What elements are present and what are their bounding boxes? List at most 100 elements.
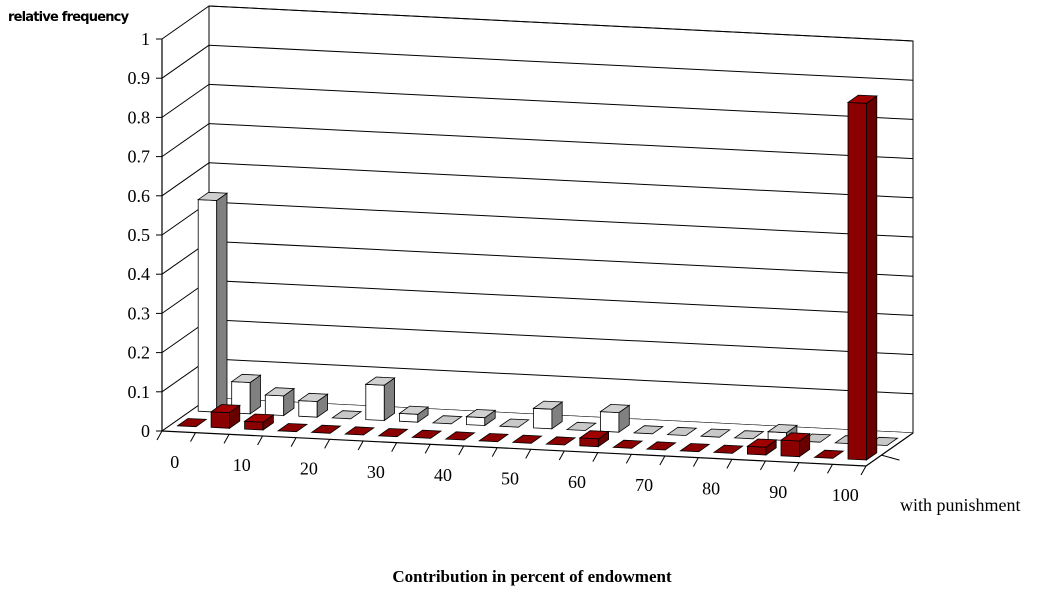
y-tick-label: 0.4 bbox=[128, 264, 151, 284]
y-tick-label: 0.6 bbox=[128, 186, 151, 206]
x-tick-mark bbox=[592, 452, 599, 462]
bar-top bbox=[779, 432, 811, 442]
bar-series2-15 bbox=[297, 392, 329, 418]
gridline-side bbox=[161, 123, 210, 158]
x-tick-mark bbox=[257, 435, 264, 446]
bar-punishment-35 bbox=[411, 429, 443, 439]
x-tick-mark bbox=[525, 449, 532, 459]
bar-base bbox=[478, 433, 510, 443]
bar-series2-40 bbox=[465, 409, 497, 427]
bar-series2-30 bbox=[398, 405, 430, 423]
bar-front bbox=[533, 407, 553, 430]
bar-base bbox=[645, 441, 677, 451]
bar-top bbox=[398, 405, 430, 415]
y-axis-ticks: 0 0.1 0.2 0.3 0.4 0.5 0.6 0.7 0.8 0.9 1 bbox=[128, 29, 162, 441]
gridline-back bbox=[208, 201, 914, 238]
y-tick-label: 0.7 bbox=[128, 147, 151, 167]
depth-tick bbox=[881, 454, 900, 461]
bar-base bbox=[511, 434, 543, 444]
x-tick-mark bbox=[324, 439, 331, 449]
bar-base bbox=[712, 444, 744, 454]
x-tick-mark bbox=[692, 457, 699, 467]
bar-front bbox=[365, 383, 385, 421]
bar-front bbox=[264, 394, 285, 416]
x-tick-mark bbox=[223, 434, 230, 444]
bar-base bbox=[276, 423, 309, 433]
bar-base bbox=[411, 429, 443, 439]
y-tick-label: 0.5 bbox=[128, 225, 151, 245]
x-tick-mark bbox=[190, 432, 196, 442]
depth-axis-line bbox=[865, 432, 914, 467]
y-tick-label: 0.1 bbox=[128, 382, 151, 402]
bar-series2-10 bbox=[264, 387, 296, 417]
bar-front bbox=[210, 411, 230, 429]
bar-base bbox=[176, 418, 208, 428]
bar-base bbox=[498, 418, 530, 428]
bar-punishment-75 bbox=[679, 443, 711, 453]
bar-top bbox=[599, 403, 631, 414]
bar-series2-65 bbox=[632, 425, 664, 435]
bar-top bbox=[209, 404, 241, 414]
bar-punishment-70 bbox=[645, 441, 677, 451]
x-tick-label: 80 bbox=[702, 479, 720, 499]
x-tick-mark bbox=[793, 462, 800, 472]
chart-walls bbox=[161, 5, 914, 434]
gridline-back bbox=[208, 162, 914, 199]
x-tick-mark bbox=[491, 447, 498, 457]
bar-base bbox=[545, 436, 577, 446]
bar-top bbox=[197, 191, 229, 201]
bar-punishment-5 bbox=[209, 404, 241, 430]
y-axis-title: relative frequency bbox=[8, 10, 129, 25]
bar-punishment-10 bbox=[243, 413, 275, 431]
x-tick-mark bbox=[357, 440, 364, 451]
bar-base bbox=[666, 426, 698, 436]
bar-top bbox=[297, 392, 329, 402]
x-tick-mark bbox=[659, 455, 666, 466]
bar-side bbox=[216, 192, 228, 413]
bar-series2-55 bbox=[565, 421, 597, 431]
x-tick-mark bbox=[391, 442, 398, 452]
gridline-side bbox=[161, 44, 210, 79]
x-tick-label: 30 bbox=[367, 462, 385, 482]
bar-series2-0 bbox=[197, 191, 229, 413]
bar-top bbox=[532, 400, 564, 410]
x-axis-line bbox=[161, 430, 867, 467]
x-tick-mark bbox=[860, 465, 867, 476]
bar-top bbox=[465, 409, 497, 419]
bar-base bbox=[813, 449, 845, 459]
y-tick-label: 0.3 bbox=[128, 303, 151, 323]
x-tick-label: 40 bbox=[434, 465, 452, 485]
bar-base bbox=[310, 424, 342, 434]
gridline-back bbox=[208, 44, 914, 81]
y-tick-label: 0.8 bbox=[128, 107, 151, 127]
bar-series2-80 bbox=[733, 430, 765, 440]
bar-series2-60 bbox=[599, 403, 631, 433]
bar-front bbox=[600, 411, 620, 433]
bar-front bbox=[398, 412, 419, 423]
bar-series2-75 bbox=[699, 428, 731, 438]
bar-base bbox=[444, 431, 476, 441]
x-tick-mark bbox=[759, 460, 766, 471]
bar-series2-20 bbox=[331, 410, 363, 420]
bar-base bbox=[565, 421, 597, 431]
x-tick-label: 90 bbox=[769, 482, 787, 502]
x-tick-mark bbox=[558, 450, 565, 461]
bar-top bbox=[264, 387, 296, 397]
gridline-back bbox=[208, 279, 914, 316]
gridline-back bbox=[208, 319, 914, 356]
bar-punishment-40 bbox=[444, 431, 476, 441]
bar-series2-45 bbox=[498, 418, 530, 428]
x-tick-mark bbox=[827, 464, 833, 474]
bar-base bbox=[377, 428, 409, 438]
bar-top bbox=[846, 94, 878, 104]
bar-front bbox=[747, 445, 767, 456]
x-tick-mark bbox=[424, 444, 431, 454]
x-tick-mark bbox=[290, 437, 297, 447]
bar-front bbox=[847, 101, 867, 461]
y-tick-label: 1 bbox=[141, 29, 150, 49]
bar-front bbox=[579, 437, 599, 448]
bar-top bbox=[230, 373, 262, 383]
bar-side bbox=[866, 95, 878, 461]
x-tick-mark bbox=[625, 454, 632, 464]
